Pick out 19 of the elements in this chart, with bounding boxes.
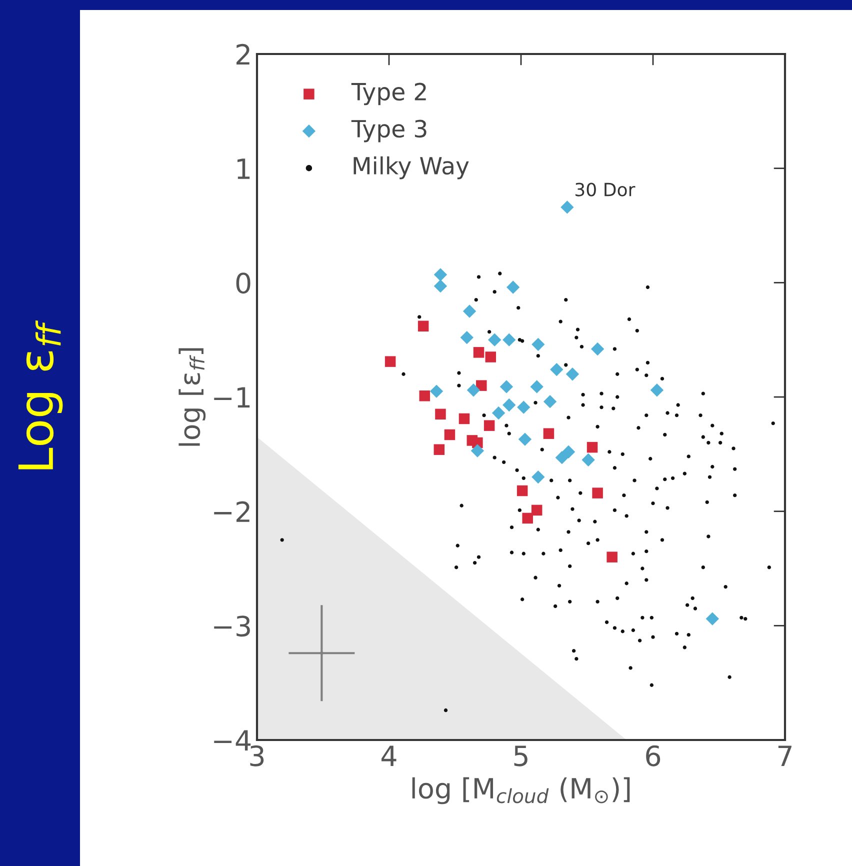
legend-label: Type 2 (351, 82, 426, 106)
y-tick-label: −4 (214, 730, 251, 751)
y-tick-label: 1 (238, 158, 250, 179)
annotation: 30 Dor (576, 182, 636, 196)
y-tick-label: 0 (236, 272, 250, 294)
y-tick-label: −1 (214, 387, 250, 408)
y-axis-title: log [ε$_{ff}$] (178, 348, 206, 446)
x-tick-label: 4 (382, 746, 396, 766)
y-tick-label: −2 (214, 501, 250, 522)
x-tick-label: 3 (250, 745, 264, 766)
y-tick-label: −3 (214, 616, 250, 637)
x-tick-label: 5 (514, 746, 528, 766)
x-axis-title: log [M$_{cloud}$ (M$_{⊙}$)] (412, 777, 630, 804)
y-tick-label: 2 (236, 44, 250, 65)
text: Log ε$_{ff}$ (18, 320, 63, 470)
legend-label: Type 3 (351, 120, 426, 142)
x-tick-label: 6 (646, 745, 660, 766)
x-tick-label: 7 (778, 746, 792, 766)
legend-label: Milky Way (354, 156, 469, 180)
